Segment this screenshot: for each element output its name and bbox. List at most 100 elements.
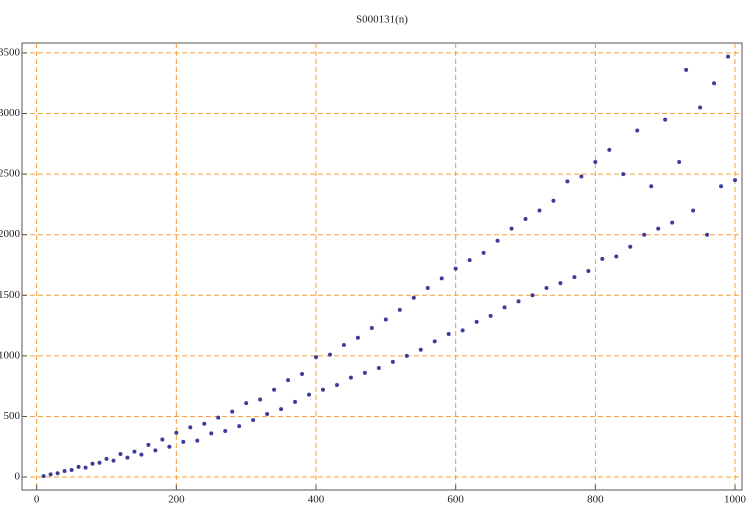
point bbox=[334, 382, 339, 387]
point bbox=[341, 342, 346, 347]
point bbox=[614, 254, 619, 259]
y-tick-label: 1500 bbox=[0, 289, 21, 301]
x-tick-label: 1000 bbox=[724, 494, 747, 506]
point bbox=[649, 184, 654, 189]
point bbox=[509, 226, 514, 231]
point bbox=[362, 370, 367, 375]
point bbox=[726, 54, 731, 59]
point bbox=[209, 431, 214, 436]
point bbox=[132, 449, 137, 454]
point bbox=[719, 184, 724, 189]
point bbox=[125, 455, 130, 460]
point bbox=[558, 281, 563, 286]
point bbox=[251, 418, 256, 423]
point bbox=[48, 472, 53, 477]
point bbox=[488, 313, 493, 318]
point bbox=[55, 471, 60, 476]
point bbox=[537, 208, 542, 213]
point bbox=[41, 474, 46, 479]
point bbox=[216, 415, 221, 420]
point bbox=[314, 355, 319, 360]
y-tick-label: 3500 bbox=[0, 46, 21, 58]
point bbox=[586, 269, 591, 274]
x-tick-label: 600 bbox=[447, 494, 464, 506]
point bbox=[544, 286, 549, 291]
point bbox=[670, 220, 675, 225]
point bbox=[677, 159, 682, 164]
point bbox=[83, 465, 88, 470]
point bbox=[418, 347, 423, 352]
point bbox=[320, 387, 325, 392]
point bbox=[97, 460, 102, 465]
point bbox=[467, 258, 472, 263]
point bbox=[153, 448, 158, 453]
point bbox=[698, 105, 703, 110]
point bbox=[663, 117, 668, 122]
point bbox=[733, 178, 738, 183]
point bbox=[327, 352, 332, 357]
y-tick-label: 500 bbox=[4, 410, 21, 422]
point bbox=[139, 452, 144, 457]
point bbox=[460, 328, 465, 333]
point bbox=[579, 174, 584, 179]
point bbox=[621, 172, 626, 177]
point bbox=[446, 332, 451, 337]
point bbox=[104, 456, 109, 461]
point bbox=[223, 428, 228, 433]
point bbox=[202, 421, 207, 426]
point bbox=[425, 286, 430, 291]
point bbox=[390, 359, 395, 364]
point bbox=[404, 353, 409, 358]
point bbox=[188, 425, 193, 430]
point bbox=[286, 378, 291, 383]
y-tick-label: 1000 bbox=[0, 349, 21, 361]
point bbox=[684, 67, 689, 72]
x-tick-label: 0 bbox=[34, 494, 40, 506]
point bbox=[62, 468, 67, 473]
point bbox=[593, 159, 598, 164]
point bbox=[237, 424, 242, 429]
y-tick-label: 2500 bbox=[0, 168, 21, 180]
point bbox=[502, 305, 507, 310]
point bbox=[258, 397, 263, 402]
y-tick-label: 3000 bbox=[0, 107, 21, 119]
point bbox=[607, 147, 612, 152]
point bbox=[90, 461, 95, 466]
point bbox=[551, 198, 556, 203]
point bbox=[167, 444, 172, 449]
point bbox=[516, 299, 521, 304]
x-tick-label: 800 bbox=[587, 494, 604, 506]
x-tick-label: 200 bbox=[168, 494, 185, 506]
point bbox=[69, 468, 74, 473]
point bbox=[174, 430, 179, 435]
point bbox=[712, 81, 717, 86]
point bbox=[279, 407, 284, 412]
point bbox=[523, 216, 528, 221]
point bbox=[111, 458, 116, 463]
point bbox=[397, 307, 402, 312]
chart-title: S000131(n) bbox=[356, 14, 408, 26]
point bbox=[146, 442, 151, 447]
point bbox=[656, 226, 661, 231]
x-tick-label: 400 bbox=[308, 494, 325, 506]
point bbox=[160, 437, 165, 442]
point bbox=[565, 179, 570, 184]
point bbox=[369, 325, 374, 330]
point bbox=[453, 266, 458, 271]
point bbox=[376, 365, 381, 370]
point bbox=[628, 244, 633, 249]
point bbox=[230, 409, 235, 414]
point bbox=[691, 208, 696, 213]
point bbox=[474, 319, 479, 324]
y-tick-label: 0 bbox=[15, 471, 21, 483]
point bbox=[181, 439, 186, 444]
point bbox=[195, 438, 200, 443]
point bbox=[307, 392, 312, 397]
point bbox=[635, 128, 640, 133]
point bbox=[383, 317, 388, 322]
point bbox=[244, 401, 249, 406]
point bbox=[265, 412, 270, 417]
point bbox=[495, 238, 500, 243]
